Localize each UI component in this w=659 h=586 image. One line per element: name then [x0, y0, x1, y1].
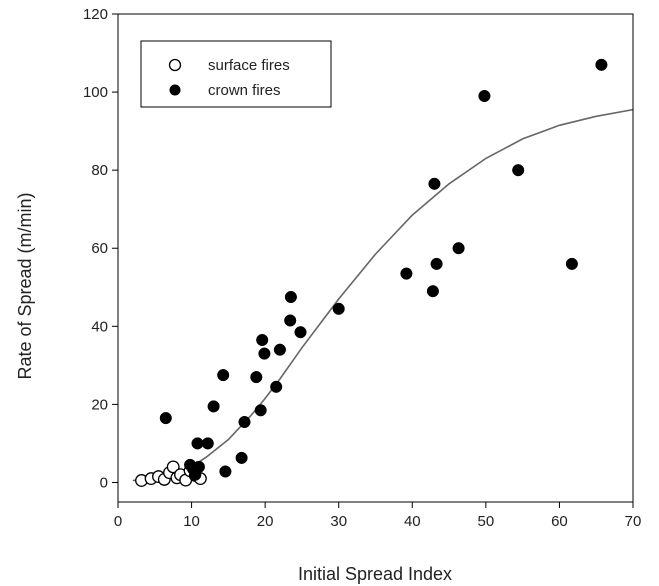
crown-fire-point	[284, 314, 297, 327]
y-tick-label: 40	[91, 318, 108, 335]
legend-label-surface: surface fires	[208, 57, 290, 74]
crown-fire-point	[219, 465, 232, 478]
x-tick-label: 10	[183, 513, 200, 530]
legend-label-crown: crown fires	[208, 82, 281, 99]
crown-fire-point	[565, 257, 578, 270]
fit-curve	[132, 108, 634, 482]
crown-fire-point	[400, 267, 413, 280]
crown-fire-point	[207, 400, 220, 413]
legend-marker-surface	[168, 58, 182, 72]
y-tick-label: 60	[91, 240, 108, 257]
plot-area	[132, 58, 634, 487]
crown-fire-point	[235, 451, 248, 464]
legend-box	[140, 40, 332, 108]
crown-fire-point	[192, 460, 205, 473]
crown-fire-point	[191, 437, 204, 450]
crown-fire-point	[217, 369, 230, 382]
crown-fire-point	[159, 412, 172, 425]
crown-fire-point	[270, 380, 283, 393]
crown-fire-point	[273, 343, 286, 356]
crown-fire-point	[430, 257, 443, 270]
y-tick-label: 0	[100, 474, 108, 491]
y-tick-label: 100	[83, 84, 108, 101]
x-tick-label: 50	[478, 513, 495, 530]
crown-fire-point	[250, 371, 263, 384]
x-tick-label: 60	[551, 513, 568, 530]
crown-fire-point	[201, 437, 214, 450]
y-tick-label: 120	[83, 6, 108, 23]
y-tick-label: 20	[91, 396, 108, 413]
crown-fire-point	[452, 242, 465, 255]
x-axis-title: Initial Spread Index	[298, 564, 452, 584]
crown-fire-point	[256, 333, 269, 347]
crown-fire-point	[284, 290, 297, 304]
crown-fire-point	[478, 89, 491, 103]
y-tick-label: 80	[91, 162, 108, 179]
crown-fire-point	[426, 285, 439, 298]
crown-fire-point	[238, 415, 251, 429]
x-tick-label: 40	[404, 513, 421, 530]
crown-fire-point	[428, 177, 441, 190]
crown-fire-point	[595, 58, 608, 71]
y-axis-title: Rate of Spread (m/min)	[15, 192, 35, 379]
crown-fire-point	[332, 302, 345, 315]
x-tick-label: 20	[257, 513, 274, 530]
crown-fire-point	[258, 347, 271, 360]
legend-marker-crown	[169, 84, 181, 96]
legend: surface fires crown fires	[140, 40, 332, 108]
x-tick-label: 0	[114, 513, 122, 530]
x-tick-label: 70	[625, 513, 642, 530]
plot-frame	[117, 13, 634, 503]
x-tick-label: 30	[330, 513, 347, 530]
crown-fire-point	[294, 326, 307, 339]
crown-fire-point	[254, 404, 267, 417]
crown-fire-point	[512, 164, 525, 177]
axes: 0 10 20 30 40 50 60 70 0 20 40 60 80 100 120	[83, 6, 641, 530]
